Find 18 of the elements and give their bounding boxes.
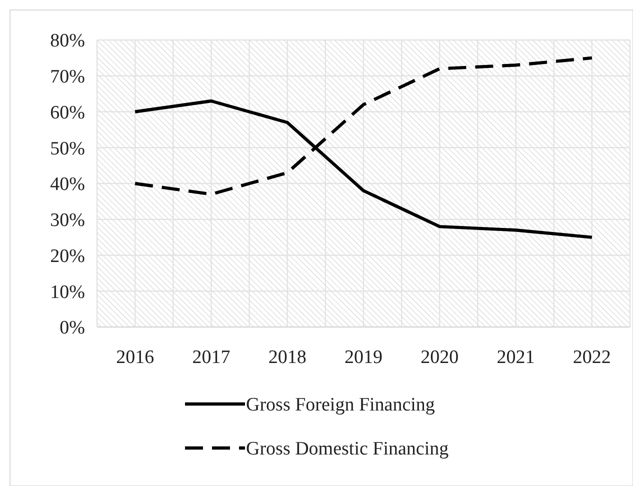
x-tick-label: 2018 [268, 347, 306, 368]
y-tick-label: 80% [50, 30, 86, 52]
y-tick-label: 70% [50, 66, 86, 88]
y-tick-label: 20% [50, 246, 86, 267]
y-tick-label: 0% [60, 318, 86, 339]
legend-label: Gross Domestic Financing [246, 438, 450, 460]
x-tick-label: 2020 [420, 347, 459, 368]
legend-label: Gross Foreign Financing [246, 394, 436, 416]
x-tick-label: 2016 [116, 347, 154, 368]
x-tick-label: 2022 [572, 347, 611, 368]
y-tick-label: 30% [50, 210, 86, 232]
x-tick-label: 2019 [344, 347, 382, 368]
y-tick-label: 60% [50, 102, 86, 124]
y-tick-label: 10% [50, 282, 86, 303]
y-tick-label: 50% [50, 138, 86, 160]
y-tick-label: 40% [50, 174, 86, 196]
x-tick-label: 2021 [496, 347, 535, 368]
x-tick-label: 2017 [192, 347, 230, 368]
